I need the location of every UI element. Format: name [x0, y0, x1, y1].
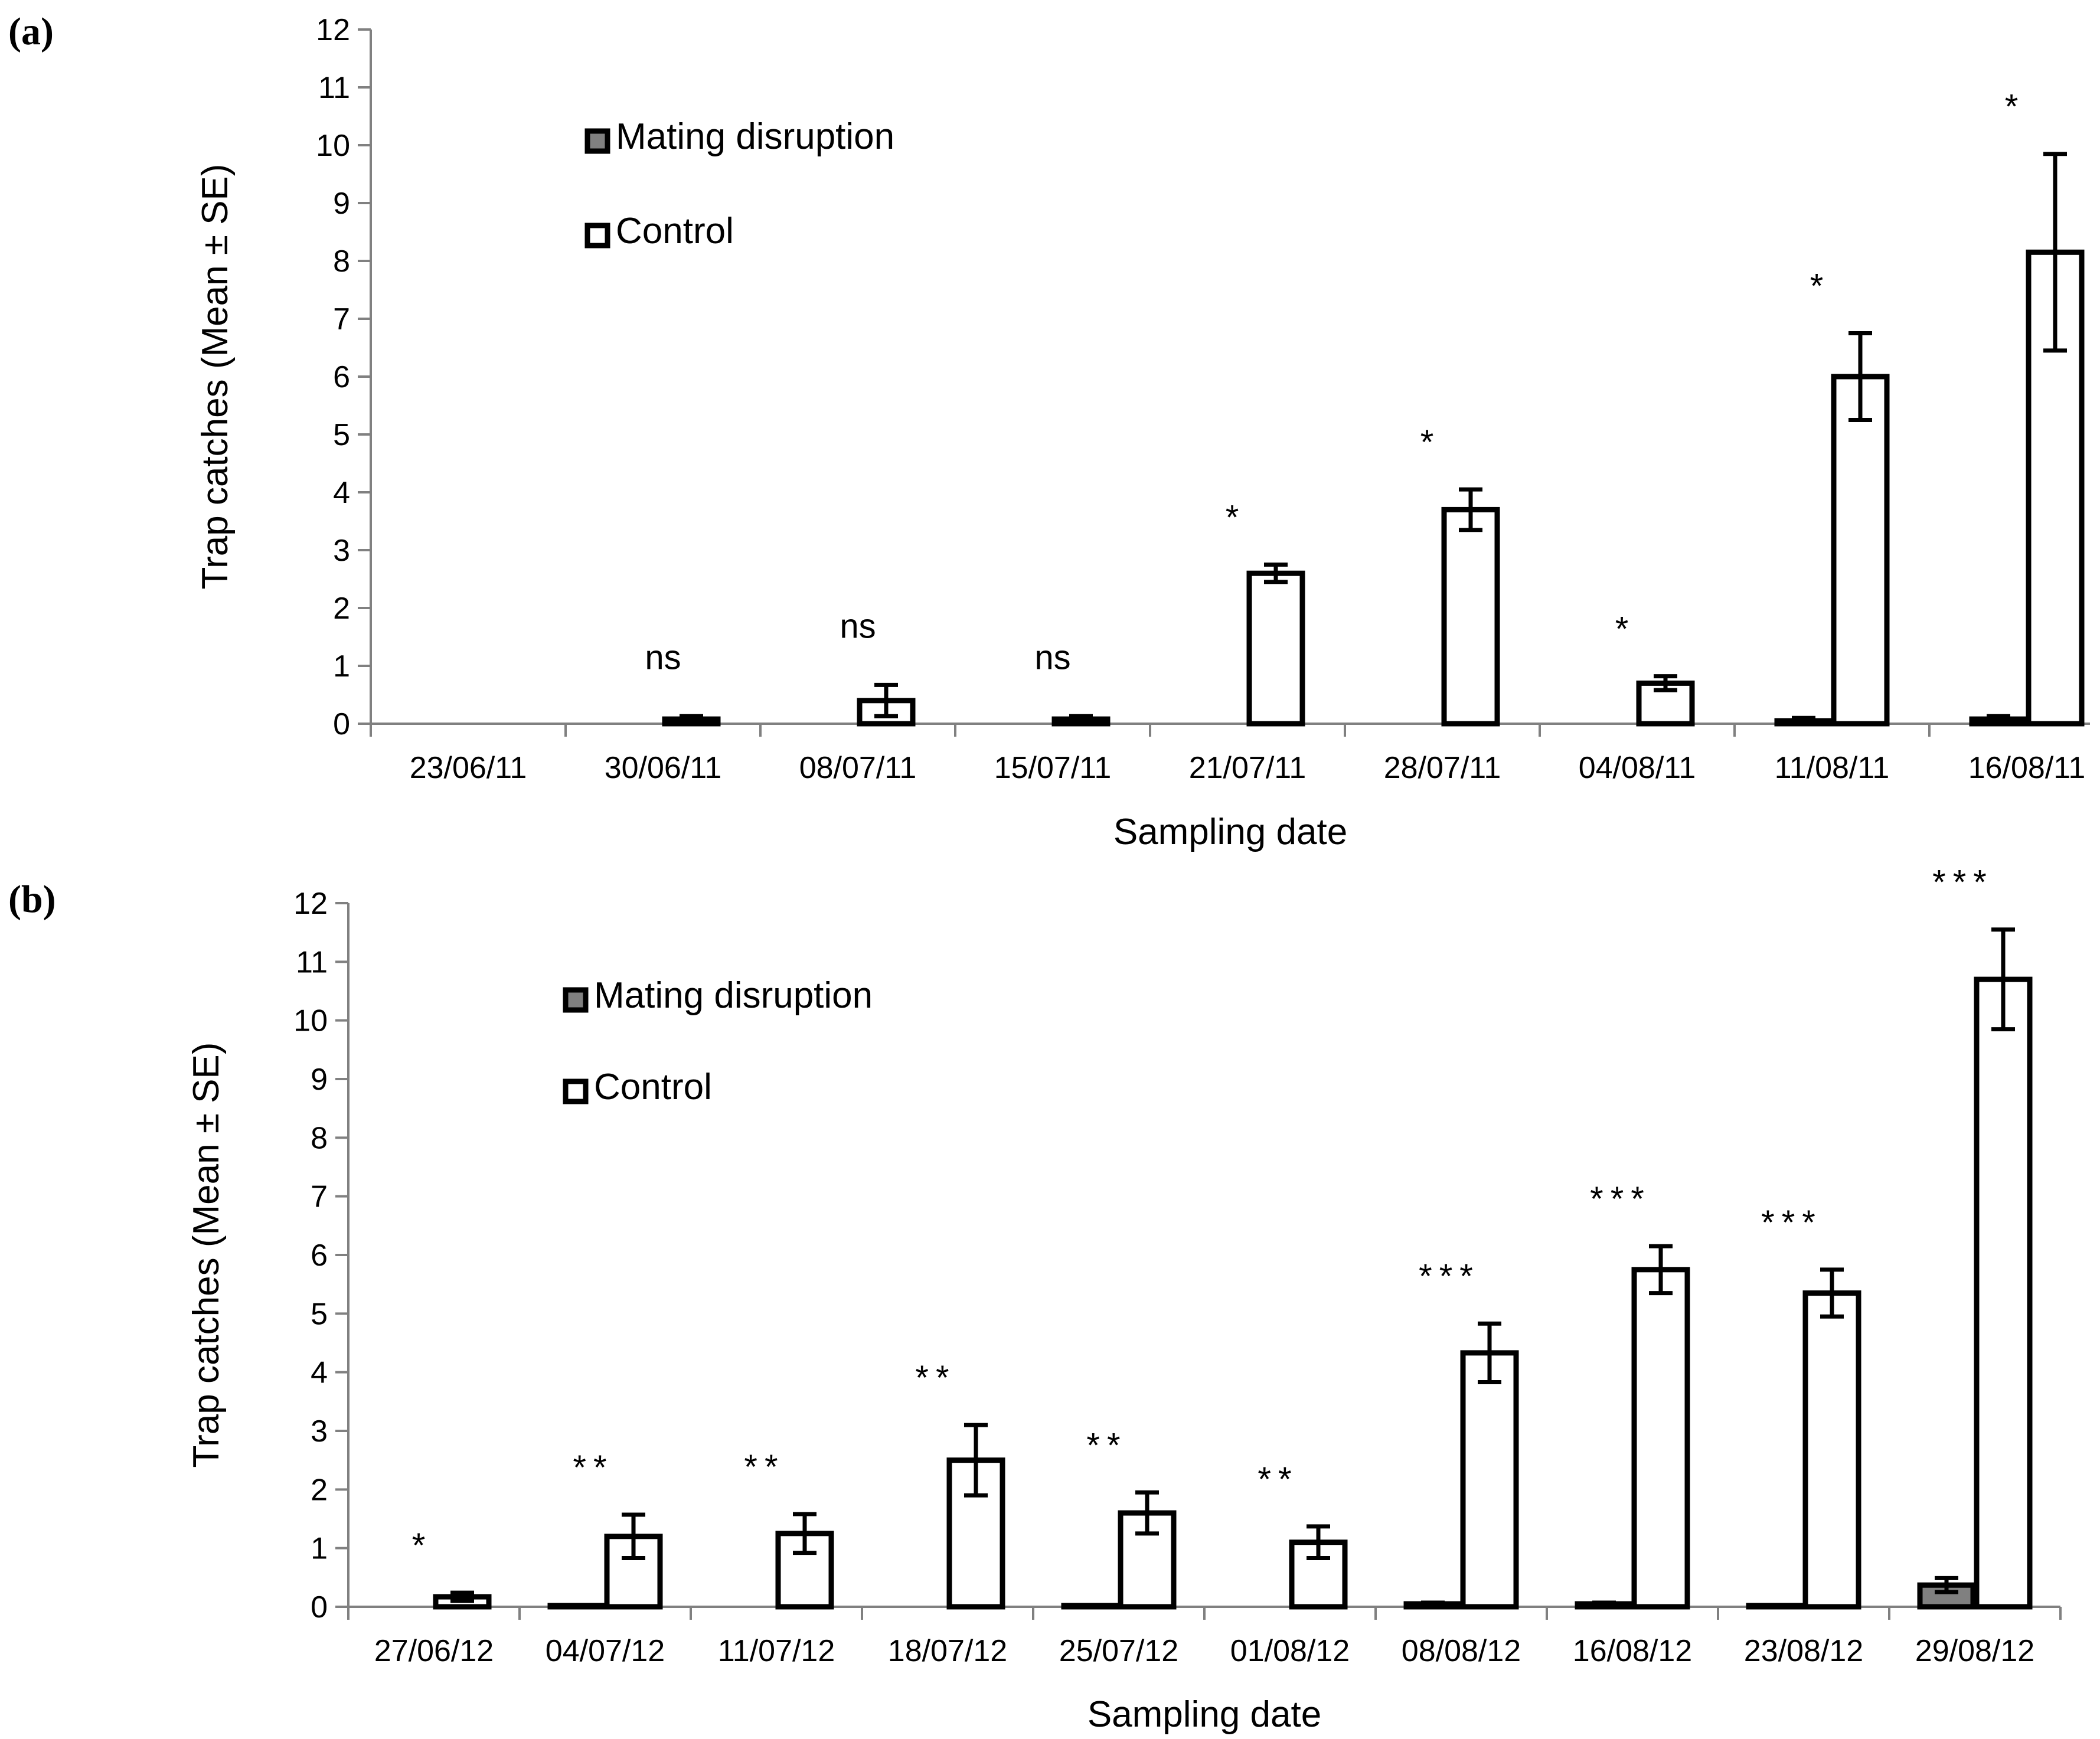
significance-label: * [2005, 88, 2026, 126]
x-tick-label: 30/06/11 [605, 751, 722, 785]
significance-label: ** [573, 1449, 613, 1487]
y-tick-label: 10 [293, 1004, 328, 1038]
x-tick-label: 28/07/11 [1384, 751, 1501, 785]
y-axis-title: Trap catches (Mean ± SE) [195, 164, 236, 590]
x-tick-label: 23/06/11 [410, 751, 527, 785]
y-tick-label: 7 [333, 302, 350, 336]
y-tick-label: 11 [296, 945, 328, 979]
bar-control [1460, 1350, 1519, 1610]
legend-swatch-mating-disruption [584, 128, 610, 154]
x-tick-label: 01/08/12 [1230, 1634, 1350, 1668]
panel-label: (a) [8, 10, 54, 53]
x-tick-label: 23/08/12 [1744, 1634, 1863, 1668]
y-tick-label: 9 [311, 1063, 328, 1097]
significance-label: *** [1761, 1204, 1823, 1242]
y-tick-label: 4 [333, 476, 350, 510]
x-tick-label: 18/07/12 [888, 1634, 1007, 1668]
y-tick-label: 8 [333, 244, 350, 279]
x-tick-label: 11/07/12 [718, 1634, 835, 1668]
y-tick-label: 12 [293, 887, 328, 921]
y-tick-label: 1 [311, 1532, 328, 1566]
y-tick-label: 7 [311, 1180, 328, 1214]
bar-control [1974, 976, 2033, 1610]
bar-control [1831, 374, 1890, 727]
significance-label: ns [1034, 638, 1070, 676]
significance-label: * [412, 1526, 433, 1565]
bar-control [1802, 1290, 1861, 1610]
legend-label-control: Control [616, 211, 734, 251]
y-tick-label: 3 [333, 534, 350, 568]
y-tick-label: 4 [311, 1356, 328, 1390]
significance-label: *** [1932, 864, 1994, 902]
bar-mating-disruption [1061, 1603, 1120, 1610]
significance-label: * [1420, 423, 1441, 462]
x-tick-label: 21/07/11 [1189, 751, 1307, 785]
significance-label: ns [645, 638, 681, 676]
y-tick-label: 6 [311, 1238, 328, 1273]
significance-label: *** [1590, 1180, 1651, 1218]
y-tick-label: 6 [333, 360, 350, 394]
y-tick-label: 11 [318, 71, 350, 105]
legend-label-mating-disruption: Mating disruption [594, 975, 873, 1016]
y-tick-label: 5 [311, 1297, 328, 1331]
x-tick-label: 25/07/12 [1059, 1634, 1178, 1668]
significance-label: *** [1419, 1257, 1480, 1296]
legend-label-mating-disruption: Mating disruption [616, 116, 894, 157]
x-tick-label: 04/07/12 [546, 1634, 665, 1668]
x-tick-label: 16/08/12 [1573, 1634, 1692, 1668]
y-tick-label: 5 [333, 418, 350, 452]
bar-mating-disruption [547, 1603, 606, 1610]
x-tick-label: 15/07/11 [994, 751, 1112, 785]
significance-label: * [1615, 610, 1636, 649]
y-tick-label: 1 [333, 649, 350, 684]
x-tick-label: 29/08/12 [1915, 1634, 2034, 1668]
x-tick-label: 27/06/12 [374, 1634, 494, 1668]
panel-b: (b)012345678910111227/06/12*04/07/12**11… [8, 864, 2062, 1735]
bar-control [775, 1531, 834, 1610]
x-tick-label: 08/07/11 [799, 751, 917, 785]
panel-label: (b) [8, 878, 56, 921]
y-tick-label: 2 [333, 591, 350, 626]
significance-label: * [1226, 499, 1246, 537]
significance-label: ** [915, 1359, 956, 1397]
x-tick-label: 04/08/11 [1579, 751, 1696, 785]
bar-control [1246, 570, 1305, 727]
y-tick-label: 8 [311, 1121, 328, 1155]
significance-label: ** [1086, 1426, 1127, 1465]
x-tick-label: 11/08/11 [1775, 751, 1890, 785]
x-axis-title: Sampling date [1113, 812, 1347, 852]
legend-swatch-control [584, 223, 610, 249]
bar-control [1441, 506, 1500, 727]
y-axis-title: Trap catches (Mean ± SE) [186, 1042, 227, 1468]
x-axis-title: Sampling date [1087, 1694, 1321, 1735]
significance-label: ** [744, 1448, 785, 1486]
legend-label-control: Control [594, 1067, 712, 1107]
y-tick-label: 0 [311, 1590, 328, 1624]
significance-label: ns [840, 607, 876, 645]
bar-control [1631, 1267, 1690, 1610]
x-tick-label: 16/08/11 [1968, 751, 2086, 785]
significance-label: * [1810, 267, 1831, 306]
bar-mating-disruption [1746, 1603, 1805, 1610]
y-tick-label: 10 [316, 129, 350, 163]
legend-swatch-mating-disruption [563, 987, 589, 1013]
y-tick-label: 9 [333, 187, 350, 221]
y-tick-label: 3 [311, 1414, 328, 1449]
x-tick-label: 08/08/12 [1402, 1634, 1521, 1668]
y-tick-label: 2 [311, 1473, 328, 1507]
y-tick-label: 12 [316, 13, 350, 47]
y-tick-label: 0 [333, 707, 350, 741]
legend-swatch-control [563, 1078, 589, 1104]
significance-label: ** [1258, 1460, 1298, 1499]
